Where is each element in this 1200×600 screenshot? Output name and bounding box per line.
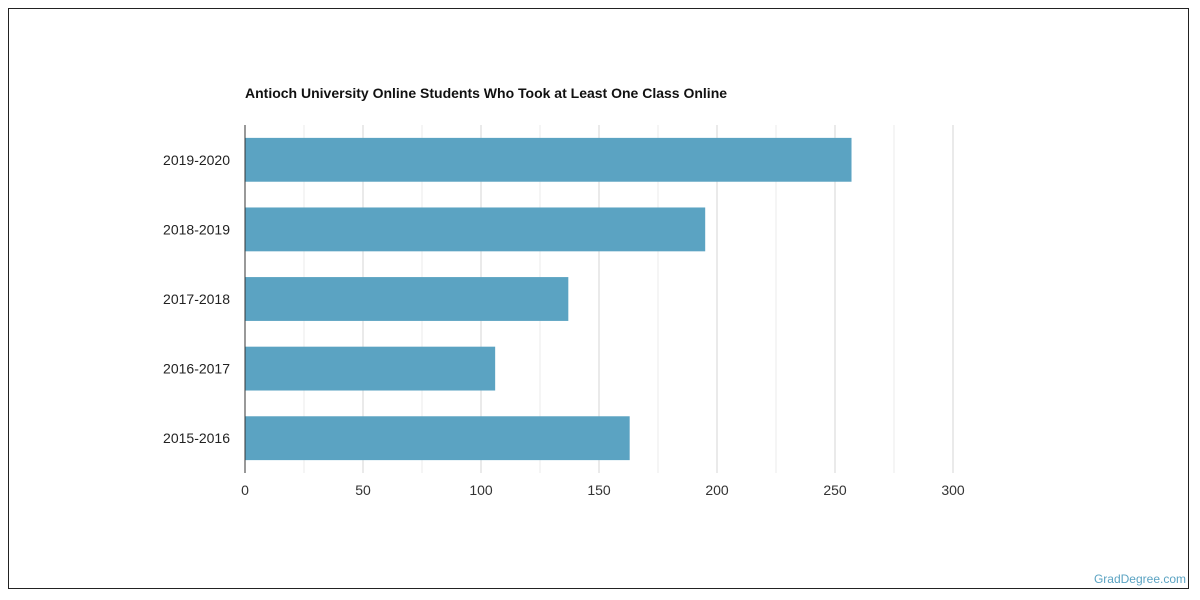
x-tick-label: 0 — [241, 482, 249, 498]
x-tick-label: 300 — [941, 482, 965, 498]
x-tick-label: 50 — [355, 482, 371, 498]
bar-2018-2019 — [245, 207, 706, 252]
gridlines — [303, 125, 954, 473]
bar-2017-2018 — [245, 277, 569, 321]
y-axis-categories: 2019-2020 2018-2019 2017-2018 2016-2017 2015… — [163, 152, 230, 446]
x-tick-label: 250 — [823, 482, 847, 498]
x-tick-label: 100 — [469, 482, 493, 498]
category-label: 2017-2018 — [163, 291, 230, 307]
watermark-link[interactable]: GradDegree.com — [1093, 572, 1186, 586]
chart-title: Antioch University Online Students Who T… — [245, 85, 728, 101]
bars — [245, 137, 852, 461]
category-label: 2016-2017 — [163, 361, 230, 377]
category-label: 2018-2019 — [163, 221, 230, 237]
bar-2015-2016 — [245, 416, 630, 461]
bar-2019-2020 — [245, 137, 852, 182]
x-axis-ticks: 0 50 100 150 200 250 300 — [241, 482, 965, 498]
category-label: 2019-2020 — [163, 152, 230, 168]
x-tick-label: 200 — [705, 482, 729, 498]
bar-2016-2017 — [245, 346, 496, 391]
x-tick-label: 150 — [587, 482, 611, 498]
category-label: 2015-2016 — [163, 430, 230, 446]
